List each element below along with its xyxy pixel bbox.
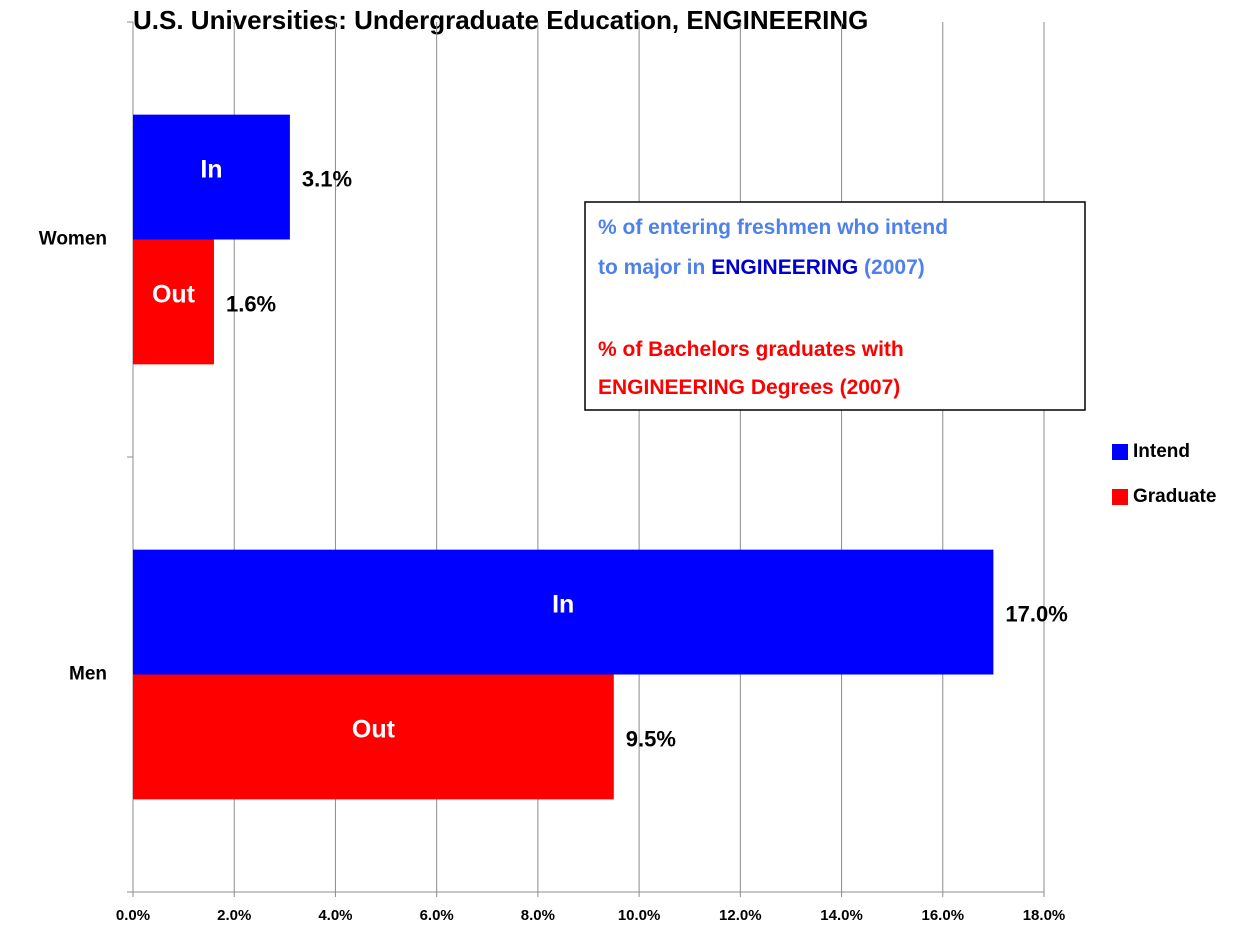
x-tick-label: 14.0% (820, 907, 863, 924)
annotation-line: ENGINEERING Degrees (2007) (598, 376, 900, 399)
bar (133, 114, 290, 240)
annotation-text: ENGINEERING (711, 256, 858, 279)
x-tick-label: 8.0% (521, 907, 555, 924)
bar (133, 674, 614, 800)
value-label: 17.0% (1005, 602, 1067, 627)
x-tick-label: 6.0% (420, 907, 454, 924)
value-label: 9.5% (626, 726, 676, 751)
value-label: 3.1% (302, 167, 352, 192)
annotation-text: ENGINEERING Degrees (2007) (598, 376, 900, 399)
legend-label: Graduate (1133, 486, 1216, 507)
value-label: 1.6% (226, 291, 276, 316)
annotation-line: % of Bachelors graduates with (598, 338, 904, 361)
x-tick-label: 2.0% (217, 907, 251, 924)
y-tick-label: Women (39, 229, 107, 250)
x-tick-label: 12.0% (719, 907, 762, 924)
legend-label: Intend (1133, 441, 1190, 462)
annotation-text: (2007) (858, 256, 925, 279)
bar (133, 239, 214, 365)
bar-label: Out (152, 280, 196, 308)
annotation-box (584, 201, 1086, 411)
x-tick-label: 4.0% (318, 907, 352, 924)
x-tick-label: 18.0% (1023, 907, 1066, 924)
annotation-text: to major in (598, 256, 711, 279)
chart-title: U.S. Universities: Undergraduate Educati… (133, 5, 868, 35)
annotation-text: % of Bachelors graduates with (598, 338, 904, 361)
annotation-text: % of entering freshmen who intend (598, 216, 948, 239)
annotation-line: to major in ENGINEERING (2007) (598, 256, 925, 279)
x-tick-label: 16.0% (922, 907, 965, 924)
bar-label: Out (352, 715, 396, 743)
bar-label: In (200, 155, 222, 183)
bar-label: In (552, 590, 574, 618)
x-tick-label: 0.0% (116, 907, 150, 924)
y-tick-label: Men (69, 664, 107, 685)
x-tick-label: 10.0% (618, 907, 661, 924)
legend-swatch (1112, 444, 1128, 460)
annotation-line: % of entering freshmen who intend (598, 216, 948, 239)
bar (133, 549, 994, 675)
legend-swatch (1112, 489, 1128, 505)
